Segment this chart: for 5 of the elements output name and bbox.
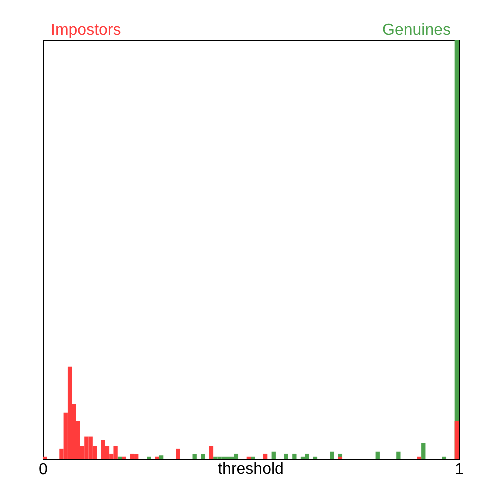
x-axis-title: threshold (218, 461, 284, 478)
x-tick-label: 0 (39, 462, 48, 478)
text: Impostors (51, 22, 122, 39)
x-tick-label: 1 (455, 462, 464, 478)
series-label: Genuines (382, 22, 451, 39)
